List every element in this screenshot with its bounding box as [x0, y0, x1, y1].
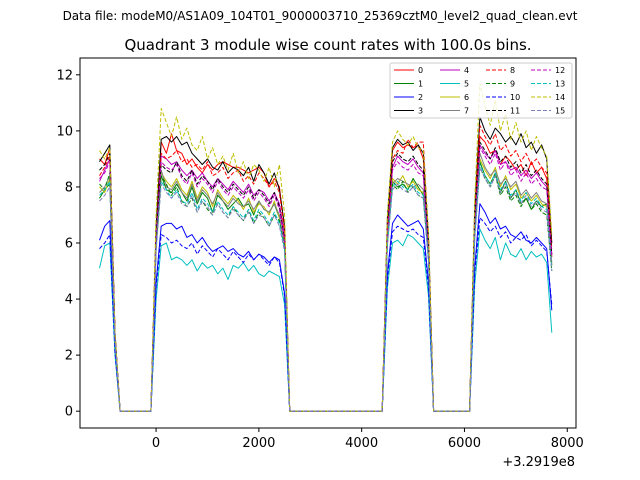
y-tick-label: 12: [56, 68, 73, 83]
legend-label-2: 2: [418, 93, 423, 102]
legend-label-7: 7: [464, 107, 469, 116]
y-tick-label: 0: [65, 405, 73, 420]
x-tick-label: 2000: [242, 436, 275, 451]
legend-label-14: 14: [555, 93, 565, 102]
series-line-15: [99, 166, 553, 412]
legend-label-9: 9: [510, 80, 515, 89]
y-tick-label: 8: [65, 180, 73, 195]
x-tick-label: 0: [152, 436, 160, 451]
plot-frame: [79, 57, 577, 429]
legend-label-8: 8: [510, 66, 515, 75]
y-tick-label: 10: [56, 124, 73, 139]
legend-label-4: 4: [464, 66, 469, 75]
legend-label-1: 1: [418, 80, 423, 89]
x-tick-label: 8000: [551, 436, 584, 451]
x-tick-label: 4000: [345, 436, 378, 451]
legend-label-0: 0: [418, 66, 423, 75]
legend-label-5: 5: [464, 80, 469, 89]
series-line-14: [99, 82, 553, 412]
y-tick-label: 4: [65, 293, 73, 308]
chart-title: Quadrant 3 module wise count rates with …: [124, 36, 531, 54]
legend-label-3: 3: [418, 107, 423, 116]
x-tick-label: 6000: [448, 436, 481, 451]
legend-label-10: 10: [510, 93, 520, 102]
legend-label-13: 13: [555, 80, 565, 89]
y-tick-label: 2: [65, 349, 73, 364]
x-offset-label: +3.2919e8: [502, 455, 575, 470]
legend-label-11: 11: [510, 107, 520, 116]
y-tick-label: 6: [65, 237, 73, 252]
legend-label-15: 15: [555, 107, 565, 116]
chart-suptitle: Data file: modeM0/AS1A09_104T01_90000037…: [63, 9, 578, 23]
legend-label-12: 12: [555, 66, 565, 75]
legend-box: [389, 62, 573, 119]
legend-label-6: 6: [464, 93, 469, 102]
